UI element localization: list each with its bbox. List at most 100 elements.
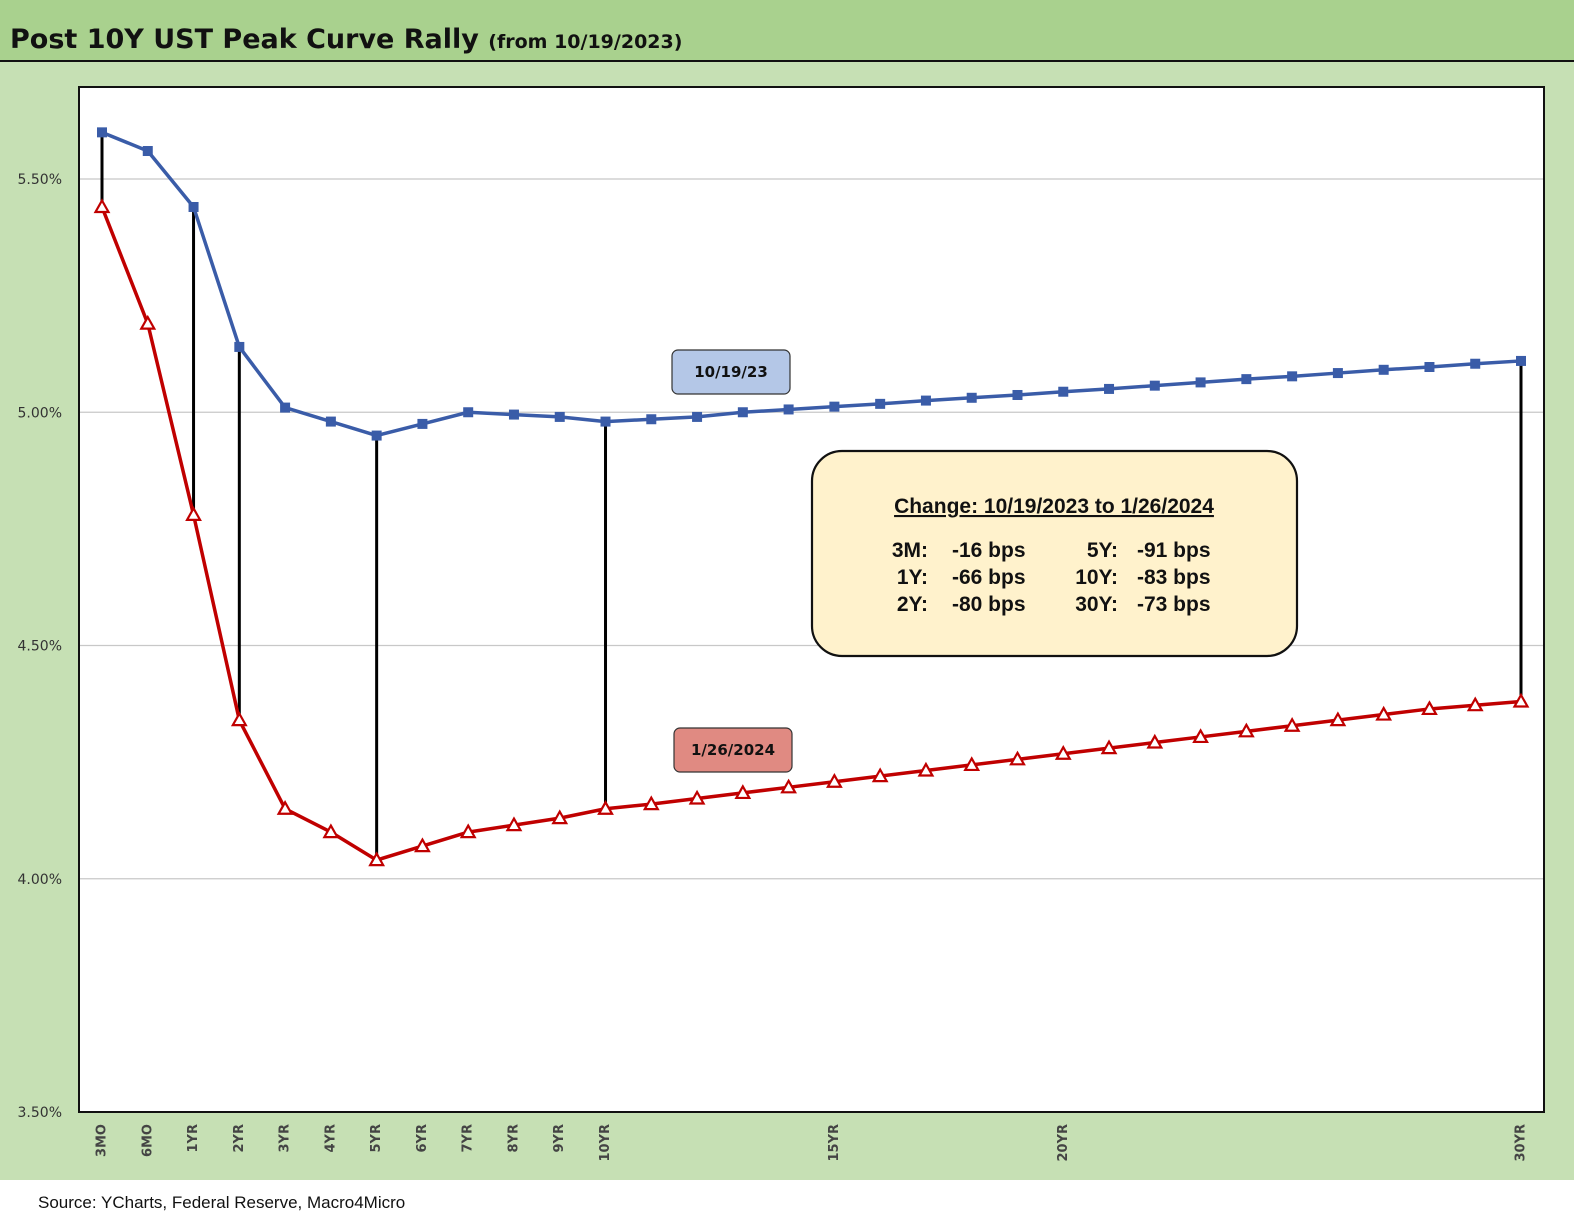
change-row-value: -73 bps (1137, 593, 1211, 616)
data-point-10-19-23 (829, 401, 840, 412)
data-point-1-26-2024 (1146, 733, 1164, 749)
data-point-1-26-2024 (963, 756, 981, 772)
chart-subtitle: (from 10/19/2023) (488, 31, 683, 53)
data-point-1-26-2024 (1009, 750, 1026, 766)
change-row-label: 10Y: (1075, 566, 1118, 589)
data-point-10-19-23 (463, 407, 474, 418)
data-point-1-26-2024 (1421, 700, 1438, 716)
data-point-10-19-23 (325, 416, 336, 427)
change-row-value: -91 bps (1137, 539, 1211, 562)
data-point-10-19-23 (783, 404, 794, 415)
data-point-1-26-2024 (505, 816, 523, 832)
data-point-1-26-2024 (551, 809, 569, 825)
series-label-10-19-23-text: 10/19/23 (694, 363, 768, 381)
change-row-value: -16 bps (952, 539, 1026, 562)
title-bar: Post 10Y UST Peak Curve Rally (from 10/1… (0, 0, 1574, 62)
data-point-1-26-2024 (597, 800, 614, 815)
data-point-10-19-23 (280, 402, 291, 413)
x-tick-label: 10YR (598, 1124, 613, 1162)
data-point-10-19-23 (1058, 386, 1069, 397)
data-point-1-26-2024 (642, 795, 660, 811)
x-tick-label: 3MO (95, 1124, 110, 1157)
x-tick-label: 1YR (186, 1124, 201, 1152)
x-tick-label: 6MO (140, 1124, 155, 1157)
x-tick-label: 8YR (506, 1124, 521, 1152)
change-summary-box (810, 449, 1299, 658)
data-point-10-19-23 (1424, 361, 1435, 372)
data-point-1-26-2024 (1054, 744, 1072, 760)
chart-title-main: Post 10Y UST Peak Curve Rally (10, 24, 479, 55)
data-point-1-26-2024 (322, 823, 340, 839)
data-point-1-26-2024 (871, 767, 889, 783)
change-summary-title: Change: 10/19/2023 to 1/26/2024 (894, 495, 1214, 518)
data-point-10-19-23 (234, 341, 245, 352)
y-tick-label: 4.00% (18, 872, 62, 888)
data-point-10-19-23 (737, 407, 748, 418)
series-label-1-26-2024-box (673, 727, 793, 773)
source-note: Source: YCharts, Federal Reserve, Macro4… (38, 1193, 406, 1212)
data-point-1-26-2024 (688, 789, 706, 805)
series-line-1-26-2024 (100, 206, 1522, 862)
y-tick-label: 5.50% (18, 172, 62, 188)
x-tick-label: 3YR (278, 1124, 293, 1152)
x-tick-label: 20YR (1056, 1124, 1071, 1162)
data-point-10-19-23 (1149, 380, 1160, 391)
data-point-10-19-23 (508, 409, 519, 420)
x-tick-label: 7YR (461, 1124, 476, 1152)
data-point-10-19-23 (920, 395, 931, 406)
data-point-1-26-2024 (185, 506, 202, 521)
change-row-label: 1Y: (897, 566, 928, 589)
data-point-10-19-23 (371, 430, 382, 441)
chart-title: Post 10Y UST Peak Curve Rally (from 10/1… (10, 24, 682, 55)
data-point-1-26-2024 (93, 198, 111, 214)
data-point-1-26-2024 (139, 314, 157, 330)
data-point-10-19-23 (1104, 383, 1115, 394)
data-point-1-26-2024 (1237, 722, 1255, 738)
series-label-10-19-23-box (671, 349, 791, 395)
data-point-1-26-2024 (826, 772, 843, 788)
x-tick-label: 4YR (323, 1124, 338, 1152)
data-point-10-19-23 (1332, 368, 1343, 379)
change-row-label: 30Y: (1075, 593, 1118, 616)
change-row-label: 2Y: (897, 593, 928, 616)
change-row-label: 5Y: (1087, 539, 1118, 562)
y-tick-label: 4.50% (18, 639, 62, 655)
data-point-10-19-23 (1012, 389, 1023, 400)
change-row-value: -66 bps (952, 566, 1026, 589)
data-point-10-19-23 (417, 418, 428, 429)
data-point-10-19-23 (1470, 358, 1481, 369)
data-point-1-26-2024 (734, 784, 752, 800)
x-tick-label: 2YR (232, 1124, 247, 1152)
data-point-10-19-23 (966, 392, 977, 403)
data-point-1-26-2024 (230, 711, 248, 727)
x-tick-label: 6YR (415, 1124, 430, 1152)
change-row-value: -83 bps (1137, 566, 1211, 589)
change-row-label: 3M: (892, 539, 928, 562)
data-point-1-26-2024 (1192, 728, 1209, 744)
data-point-10-19-23 (554, 411, 565, 422)
change-row-value: -80 bps (952, 593, 1026, 616)
series-line-10-19-23 (101, 130, 1522, 438)
data-point-1-26-2024 (1375, 705, 1393, 721)
x-tick-label: 5YR (369, 1124, 384, 1152)
data-point-10-19-23 (1516, 355, 1526, 366)
data-point-1-26-2024 (459, 823, 477, 839)
data-point-10-19-23 (600, 416, 611, 427)
data-point-1-26-2024 (276, 800, 294, 815)
data-point-1-26-2024 (1283, 717, 1301, 732)
data-point-1-26-2024 (1512, 692, 1530, 708)
data-point-10-19-23 (188, 201, 199, 212)
data-point-1-26-2024 (917, 761, 935, 777)
data-point-10-19-23 (1378, 364, 1389, 375)
data-point-1-26-2024 (1329, 711, 1347, 727)
x-tick-label: 15YR (827, 1124, 842, 1162)
data-point-10-19-23 (1195, 377, 1206, 388)
x-tick-label: 9YR (552, 1124, 567, 1152)
data-point-10-19-23 (142, 146, 153, 157)
data-point-1-26-2024 (1100, 739, 1118, 755)
data-point-10-19-23 (875, 398, 886, 409)
data-point-1-26-2024 (414, 837, 431, 853)
data-point-10-19-23 (646, 414, 657, 425)
